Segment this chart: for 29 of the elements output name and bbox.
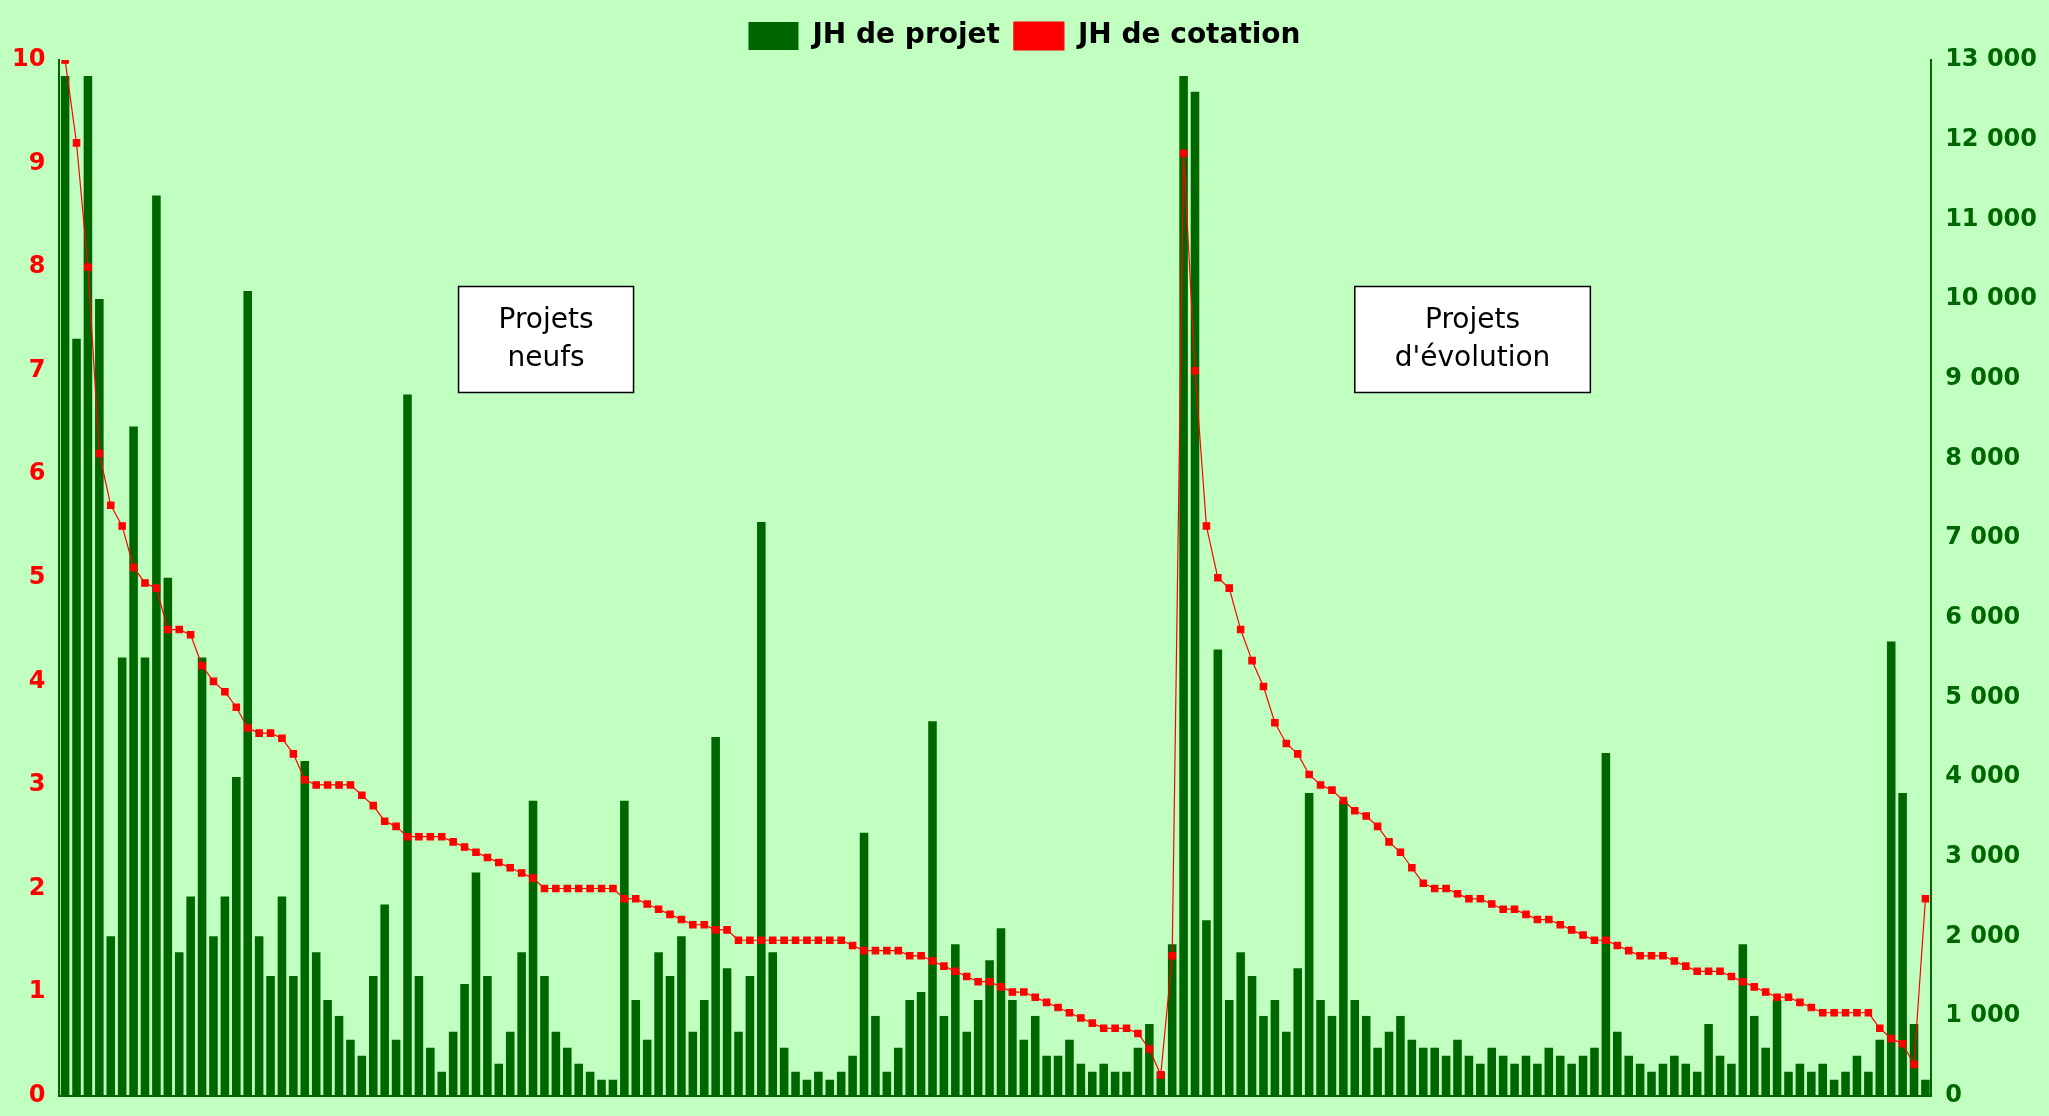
y-tick-label: 8 bbox=[28, 251, 46, 280]
y2-tick-label: 12 000 bbox=[1945, 123, 2038, 152]
y2-tick-label: 6 000 bbox=[1945, 601, 2021, 630]
y-tick-label: 7 bbox=[28, 354, 46, 383]
y-tick-label: 5 bbox=[28, 562, 46, 591]
y2-tick-label: 3 000 bbox=[1945, 840, 2021, 869]
y2-tick-label: 0 bbox=[1945, 1079, 1962, 1108]
y2-tick-label: 4 000 bbox=[1945, 761, 2021, 790]
y-tick-label: 6 bbox=[28, 458, 46, 487]
y2-tick-label: 2 000 bbox=[1945, 920, 2021, 949]
y-tick-label: 4 bbox=[28, 665, 46, 694]
y-tick-label: 9 bbox=[28, 147, 46, 176]
y2-tick-label: 10 000 bbox=[1945, 283, 2038, 312]
legend-label: JH de projet bbox=[810, 17, 1000, 51]
y-tick-label: 0 bbox=[28, 1079, 46, 1108]
y2-tick-label: 13 000 bbox=[1945, 44, 2038, 73]
y-tick-label: 10 bbox=[11, 44, 46, 73]
y2-tick-label: 9 000 bbox=[1945, 362, 2021, 391]
y2-tick-label: 8 000 bbox=[1945, 442, 2021, 471]
y2-tick-label: 1 000 bbox=[1945, 1000, 2021, 1029]
legend-label: JH de cotation bbox=[1075, 17, 1301, 51]
y2-tick-label: 5 000 bbox=[1945, 681, 2021, 710]
annotation: Projets d'évolution bbox=[1394, 301, 1551, 373]
y-tick-label: 2 bbox=[28, 872, 46, 901]
y-tick-label: 1 bbox=[28, 976, 46, 1005]
y2-tick-label: 11 000 bbox=[1945, 203, 2038, 232]
annotation: Projets neufs bbox=[498, 301, 594, 373]
y2-tick-label: 7 000 bbox=[1945, 522, 2021, 551]
y-tick-label: 3 bbox=[28, 769, 46, 798]
